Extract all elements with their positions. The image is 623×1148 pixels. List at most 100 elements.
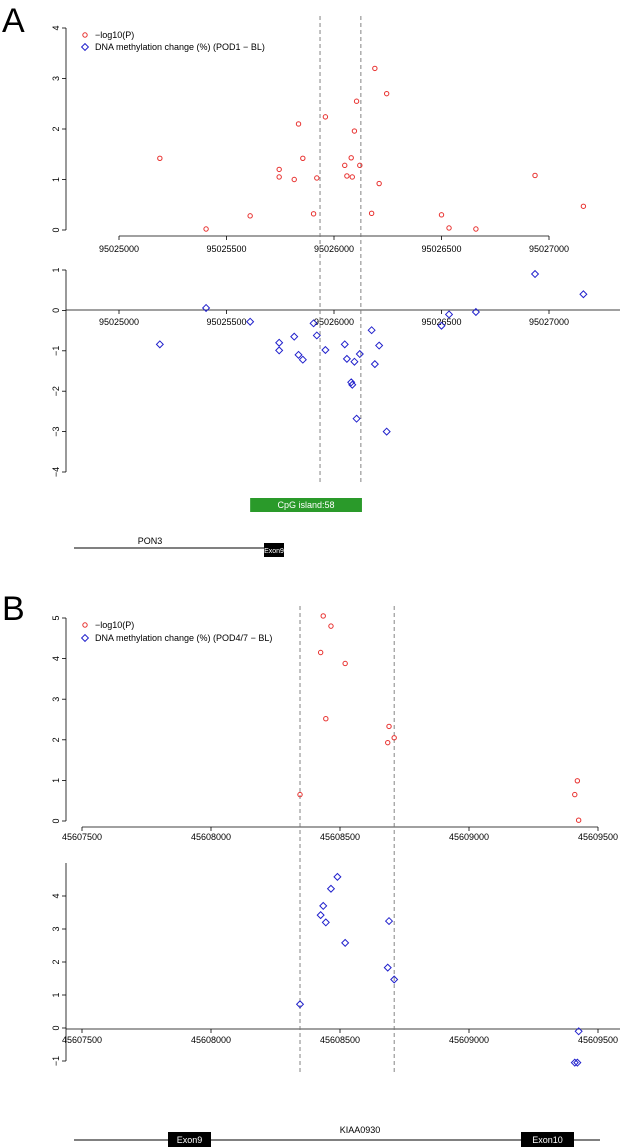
b-gene-name: KIAA0930: [340, 1125, 381, 1135]
a-methylation-point: [340, 340, 349, 349]
a-methylation-point: [471, 307, 481, 317]
a-methylation-point: [579, 290, 588, 299]
b-pvalue-point: [572, 791, 578, 798]
a-pvalue-point: [247, 213, 253, 219]
b-methylation-point: [326, 884, 336, 893]
a-legend-circle-icon: [82, 32, 88, 38]
b-pvalue-point: [391, 735, 397, 741]
a-cpg-island-bar: [250, 498, 362, 512]
a-methylation-point: [347, 378, 356, 387]
b-methylation-point: [333, 872, 342, 881]
a-pvalue-point: [372, 65, 378, 72]
a-top-x-tick-label: 95025500: [206, 244, 246, 254]
a-bottom-y-tick-label: 1: [51, 267, 61, 272]
b-bottom-y-tick-label: 3: [51, 926, 61, 931]
a-pvalue-point: [353, 98, 360, 104]
b-pvalue-point: [320, 613, 326, 619]
b-pvalue-point: [575, 817, 582, 823]
b-bottom-x-tick-label: 45608000: [191, 1035, 231, 1045]
b-top-y-tick-label: 2: [51, 737, 61, 742]
a-methylation-point: [309, 319, 318, 328]
b-methylation-point: [316, 911, 325, 920]
b-top-x-tick-label: 45609000: [449, 832, 489, 842]
b-bottom-y-tick-label: 2: [51, 959, 61, 964]
b-top-x-tick-label: 45608000: [191, 832, 231, 842]
a-methylation-point: [375, 341, 384, 350]
a-methylation-point: [348, 380, 357, 389]
b-legend-series-2: DNA methylation change (%) (POD4/7 − BL): [95, 633, 272, 643]
a-methylation-point: [321, 345, 330, 355]
a-top-x-tick-label: 95027000: [529, 244, 569, 254]
b-exon-label: Exon10: [532, 1135, 563, 1145]
b-methylation-point: [295, 1000, 305, 1009]
a-pvalue-point: [322, 114, 329, 120]
a-pvalue-point: [351, 128, 358, 134]
a-methylation-point: [355, 349, 364, 359]
b-exon-box: [521, 1132, 574, 1147]
b-pvalue-point: [386, 723, 392, 730]
a-pvalue-point: [446, 225, 452, 231]
b-pvalue-point: [317, 649, 324, 656]
b-exon-box: [168, 1132, 211, 1147]
a-methylation-point: [530, 269, 540, 279]
b-top-x-tick-label: 45608500: [320, 832, 360, 842]
a-top-x-tick-label: 95026000: [314, 244, 354, 254]
a-pvalue-point: [300, 155, 306, 161]
a-bottom-y-tick-label: −1: [51, 346, 61, 356]
b-bottom-x-tick-label: 45609500: [578, 1035, 618, 1045]
b-bottom-y-tick-label: −1: [51, 1056, 61, 1066]
a-pvalue-point: [349, 174, 355, 180]
b-bottom-y-tick-label: 4: [51, 893, 61, 898]
a-pvalue-point: [368, 210, 375, 217]
panel-b-letter: B: [2, 590, 25, 628]
a-pvalue-point: [473, 226, 479, 232]
a-pvalue-point: [276, 166, 282, 173]
b-exon-label: Exon9: [177, 1135, 203, 1145]
b-methylation-point: [384, 916, 394, 926]
b-pvalue-point: [323, 715, 329, 722]
b-bottom-y-tick-label: 1: [51, 992, 61, 997]
a-methylation-point: [290, 332, 299, 341]
a-legend-series-1: −log10(P): [95, 30, 134, 40]
a-methylation-point: [444, 310, 454, 319]
a-pvalue-point: [157, 155, 163, 161]
b-bottom-y-tick-label: 0: [51, 1025, 61, 1030]
a-methylation-point: [352, 414, 361, 423]
a-bottom-y-tick-label: 0: [51, 308, 61, 313]
a-pvalue-point: [376, 180, 382, 187]
a-methylation-point: [342, 354, 352, 363]
a-cpg-island-label: CpG island:58: [278, 500, 335, 510]
a-bottom-x-tick-label: 95025000: [99, 317, 139, 327]
a-methylation-point: [370, 360, 379, 369]
a-methylation-point: [246, 317, 255, 326]
a-pvalue-point: [438, 212, 445, 218]
a-bottom-y-tick-label: −4: [51, 467, 61, 477]
b-pvalue-point: [385, 739, 391, 746]
a-top-y-tick-label: 4: [51, 25, 61, 30]
b-bottom-x-tick-label: 45609000: [449, 1035, 489, 1045]
b-pvalue-point: [574, 778, 581, 784]
b-methylation-point: [390, 975, 399, 984]
b-top-x-tick-label: 45609500: [578, 832, 618, 842]
b-top-y-tick-label: 3: [51, 697, 61, 702]
b-legend-circle-icon: [82, 622, 88, 628]
a-top-x-tick-label: 95026500: [421, 244, 461, 254]
b-legend-diamond-icon: [80, 633, 90, 643]
b-bottom-x-tick-label: 45608500: [320, 1035, 360, 1045]
a-gene-name: PON3: [138, 536, 163, 546]
a-methylation-point: [275, 338, 284, 347]
a-pvalue-point: [276, 174, 282, 180]
a-pvalue-point: [314, 175, 320, 181]
a-methylation-point: [298, 355, 307, 364]
a-pvalue-point: [310, 211, 317, 217]
a-bottom-y-tick-label: −3: [51, 426, 61, 436]
a-top-y-tick-label: 0: [51, 227, 61, 232]
a-pvalue-point: [342, 162, 348, 169]
b-methylation-point: [319, 901, 328, 911]
a-methylation-point: [367, 326, 376, 335]
a-methylation-point: [437, 321, 446, 330]
panel-a-letter: A: [2, 2, 25, 40]
a-methylation-point: [382, 427, 391, 436]
a-bottom-x-tick-label: 95026000: [314, 317, 354, 327]
